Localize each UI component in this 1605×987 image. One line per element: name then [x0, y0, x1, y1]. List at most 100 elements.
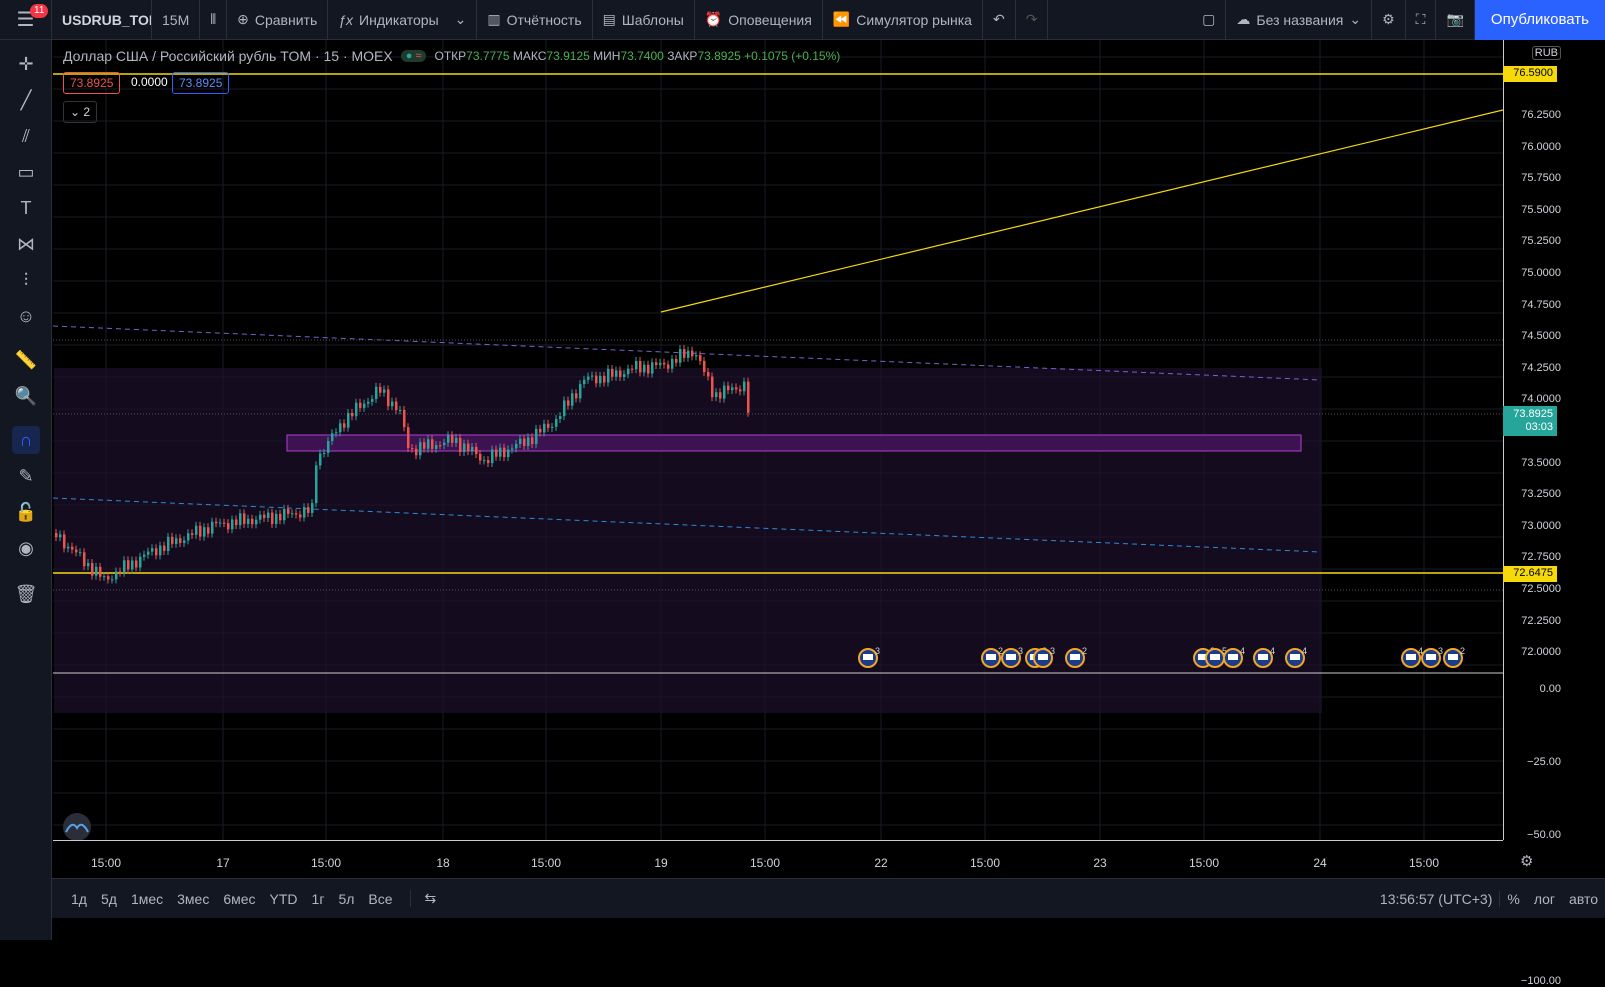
event-flag-icon[interactable]: 3 — [1001, 646, 1023, 668]
date-range-button[interactable]: 1г — [311, 890, 325, 907]
eye-icon[interactable]: ◉ — [18, 537, 34, 558]
undo-button[interactable]: ↶ — [983, 0, 1016, 40]
date-ranges: 1д 5д 1мес 3мес 6мес YTD 1г 5л Все — [52, 891, 400, 907]
fullscreen-button[interactable]: ⛶ — [1406, 0, 1437, 40]
undo-icon: ↶ — [992, 11, 1005, 27]
percent-toggle[interactable]: % — [1499, 890, 1526, 907]
redo-button[interactable]: ↷ — [1016, 0, 1049, 40]
sell-price-box[interactable]: 73.8925 — [63, 72, 121, 94]
legend-title[interactable]: Доллар США / Российский рубль TOM · 15 ·… — [63, 48, 393, 64]
event-flag-icon[interactable]: 2 — [1065, 646, 1087, 668]
interval-button[interactable]: 15M — [152, 0, 201, 40]
candle-body — [235, 519, 238, 526]
log-toggle[interactable]: лог — [1533, 890, 1556, 907]
chart-canvas[interactable]: 32333225444432 — [53, 40, 1503, 840]
candle-body — [603, 375, 606, 383]
event-count: 3 — [1050, 646, 1055, 656]
layout-select-button[interactable]: ▢ — [1192, 0, 1227, 40]
zoom-in-icon[interactable]: 🔍 — [14, 385, 38, 406]
lock-icon[interactable]: 🔓 — [14, 501, 38, 522]
event-flag-icon[interactable]: 2 — [981, 646, 1003, 668]
event-count: 2 — [998, 646, 1003, 656]
prediction-tool-icon[interactable]: ⫶ — [23, 269, 29, 290]
candle-body — [55, 533, 58, 538]
publish-button[interactable]: Опубликовать — [1474, 0, 1605, 40]
financials-button[interactable]: ▥ Отчётность — [477, 0, 593, 40]
chart-style-button[interactable]: ⫴ — [200, 0, 228, 40]
compare-button[interactable]: ⊕ Сравнить — [227, 0, 329, 40]
date-range-button[interactable]: 1мес — [130, 890, 164, 907]
event-flag-icon[interactable]: 4 — [1223, 646, 1245, 668]
trash-icon[interactable]: 🗑 — [14, 583, 38, 604]
time-tick-label: 15:00 — [969, 856, 1001, 870]
channel-lower-line[interactable] — [53, 497, 1322, 553]
candle-body — [271, 512, 274, 524]
event-flag-icon[interactable]: 3 — [858, 646, 880, 668]
event-flag-icon[interactable]: 4 — [1401, 646, 1423, 668]
candle-body — [91, 563, 94, 576]
settings-button[interactable]: ⚙ — [1372, 0, 1406, 40]
event-flag-icon[interactable]: 2 — [1443, 646, 1465, 668]
indicators-button[interactable]: ƒx Индикаторы ⌄ — [328, 0, 478, 40]
replay-button[interactable]: ⏪ Симулятор рынка — [823, 0, 983, 40]
layout-name-button[interactable]: ☁ Без названия ⌄ — [1226, 0, 1373, 40]
date-range-button[interactable]: YTD — [269, 890, 298, 907]
time-axis[interactable]: 15:00 17 15:00 18 15:00 19 15:00 22 15:00 23 15:00… — [53, 840, 1503, 878]
price-tick-label: 74.5000 — [1521, 330, 1561, 343]
clock[interactable]: 13:56:57 (UTC+3) — [1379, 890, 1493, 907]
symbol-search-button[interactable]: USDRUB_TOM — [52, 0, 152, 40]
price-tick-label: 73.2500 — [1521, 488, 1561, 501]
candle-body — [427, 439, 430, 449]
candle-body — [439, 445, 442, 447]
candle-body — [691, 350, 694, 357]
price-axis[interactable]: RUB 76.2500 76.0000 75.7500 75.5000 75.2500 7… — [1503, 40, 1565, 987]
candle-body — [151, 548, 154, 552]
date-range-button[interactable]: Все — [368, 890, 393, 907]
magnet-icon[interactable]: ∩ — [12, 426, 40, 454]
date-range-button[interactable]: 6мес — [223, 890, 256, 907]
support-rectangle[interactable] — [286, 434, 1302, 452]
candle-body — [375, 386, 378, 400]
chart-settings-gear-icon[interactable]: ⚙ — [1520, 853, 1534, 870]
candle-body — [619, 370, 622, 378]
candle-body — [487, 460, 490, 464]
stay-drawing-icon[interactable]: ✎ — [18, 465, 34, 486]
event-flag-icon[interactable]: 3 — [1033, 646, 1055, 668]
candle-body — [211, 521, 214, 534]
date-range-button[interactable]: 1д — [71, 890, 87, 907]
trendline-tool-icon[interactable]: ╱ — [20, 89, 32, 110]
main-menu-button[interactable]: ☰ 11 — [0, 0, 52, 40]
date-range-button[interactable]: 5л — [338, 890, 355, 907]
templates-button[interactable]: ▤ Шаблоны — [593, 0, 695, 40]
candle-body — [739, 389, 742, 392]
crosshair-tool-icon[interactable]: ✛ — [18, 53, 34, 74]
candle-body — [711, 376, 714, 398]
smiley-icon[interactable]: ☺ — [16, 305, 36, 326]
event-flag-icon[interactable]: 3 — [1421, 646, 1443, 668]
patterns-tool-icon[interactable]: ⋈ — [17, 233, 35, 254]
spread-box: 0.0000 — [131, 75, 168, 89]
buy-price-box[interactable]: 73.8925 — [172, 72, 230, 94]
goto-date-button[interactable]: ⇆ — [409, 890, 444, 907]
auto-toggle[interactable]: авто — [1569, 890, 1598, 907]
candle-body — [379, 386, 382, 393]
alerts-button[interactable]: ⏰ Оповещения — [695, 0, 823, 40]
gann-fib-tool-icon[interactable]: ⫽ — [21, 125, 31, 146]
bar-countdown: 03:03 — [1525, 421, 1553, 433]
collapse-indicators-button[interactable]: ⌄ 2 — [63, 101, 98, 123]
snapshot-button[interactable]: 📷 — [1436, 0, 1475, 40]
event-flag-icon[interactable]: 4 — [1253, 646, 1275, 668]
square-icon: ▢ — [1202, 11, 1216, 27]
candle-body — [467, 443, 470, 452]
time-tick-label: 15:00 — [1188, 856, 1220, 870]
trend-line[interactable] — [660, 109, 1503, 313]
candle-body — [135, 560, 138, 568]
date-range-button[interactable]: 5д — [100, 890, 117, 907]
ruler-icon[interactable]: 📏 — [14, 349, 38, 370]
event-flag-icon[interactable]: 4 — [1285, 646, 1307, 668]
shapes-tool-icon[interactable]: ▭ — [17, 161, 35, 182]
text-tool-icon[interactable]: T — [20, 197, 32, 218]
currency-label[interactable]: RUB — [1531, 46, 1561, 60]
price-tick-label: 73.5000 — [1521, 456, 1561, 469]
date-range-button[interactable]: 3мес — [177, 890, 210, 907]
